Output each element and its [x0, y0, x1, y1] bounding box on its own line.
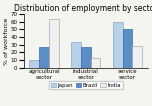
Bar — [113, 22, 123, 68]
Bar — [91, 58, 100, 68]
Legend: Japan, Brazil, India: Japan, Brazil, India — [49, 81, 123, 89]
Bar — [71, 43, 81, 68]
Title: Distribution of employment by sector: Distribution of employment by sector — [14, 4, 152, 13]
Bar — [132, 46, 142, 68]
Bar — [39, 47, 49, 68]
Bar — [81, 47, 91, 68]
Y-axis label: % of workforce: % of workforce — [4, 17, 9, 65]
Bar — [29, 60, 39, 68]
Bar — [49, 19, 59, 68]
Bar — [123, 29, 132, 68]
